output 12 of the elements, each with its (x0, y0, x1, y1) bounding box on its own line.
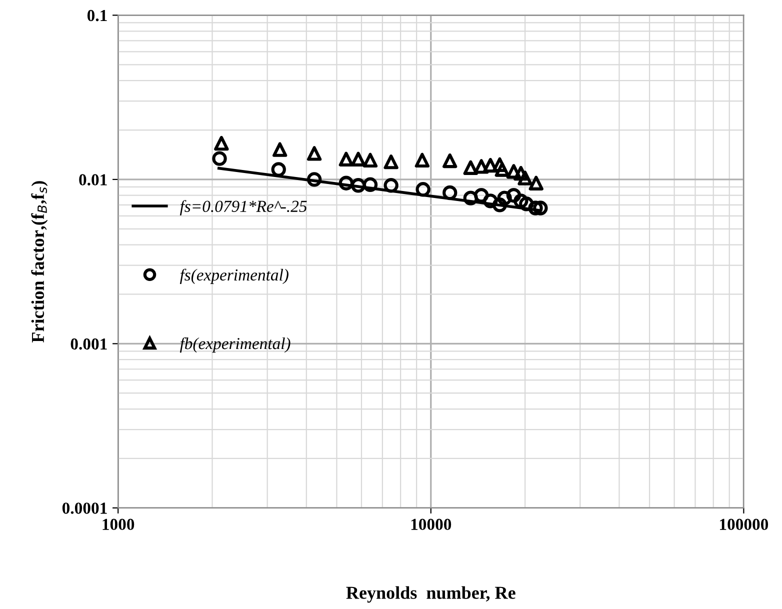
x-axis-title: Reynolds number, Re (346, 586, 516, 603)
x-tick-label: 100000 (720, 518, 768, 530)
x-tick-label: 1000 (102, 518, 134, 530)
x-tick-label: 10000 (411, 518, 452, 530)
y-tick-label: 0.1 (87, 10, 107, 22)
y-tick-label: 0.01 (79, 174, 107, 186)
legend-label: fs=0.0791*Re^-.25 (180, 200, 307, 216)
legend-label: fb(experimental) (180, 337, 290, 353)
y-axis-title: Friction factor,(f$_{B}$,f$_{s}$) (31, 181, 48, 343)
y-tick-label: 0.001 (70, 338, 107, 350)
legend-label: fs(experimental) (180, 268, 288, 284)
y-tick-label: 0.0001 (62, 502, 107, 514)
